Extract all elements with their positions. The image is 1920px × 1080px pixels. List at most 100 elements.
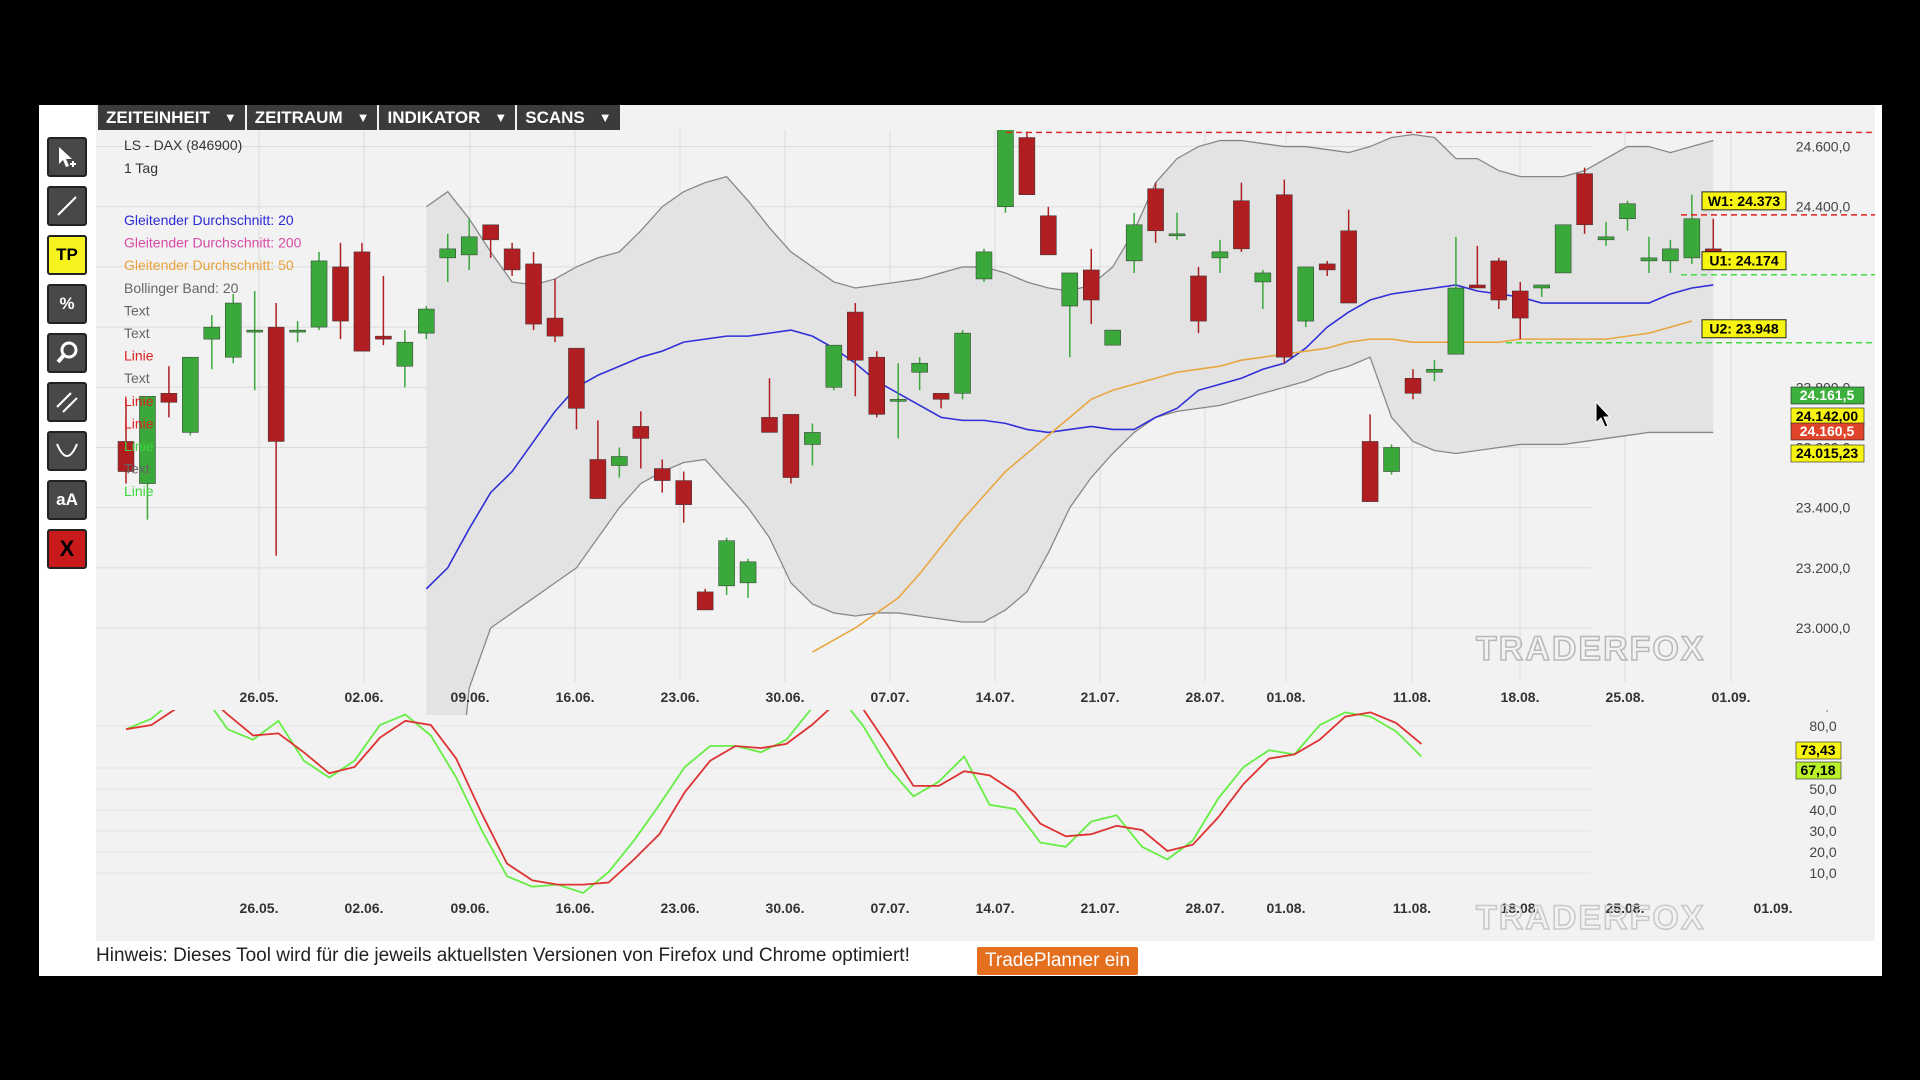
- price-tag-box: [1790, 422, 1865, 441]
- candle-body: [718, 540, 735, 587]
- candle-body: [160, 393, 178, 403]
- menu-zeitraum[interactable]: ZEITRAUM ▼: [246, 105, 378, 130]
- date-axis-label: 07.07.: [871, 689, 910, 705]
- browser-hint: Hinweis: Dieses Tool wird für die jeweil…: [96, 945, 910, 966]
- parallel-lines-tool-icon: [56, 392, 78, 413]
- price-tag-box: [1790, 444, 1865, 463]
- price-tag-text: 24.160,5: [1800, 423, 1855, 439]
- legend-item: Linie: [124, 348, 154, 364]
- candle-body: [1190, 275, 1207, 322]
- price-tag: 24.160,5: [1790, 422, 1865, 441]
- oscillator-chart[interactable]: 90,080,060,050,040,030,020,010,073,4367,…: [96, 710, 1875, 930]
- caret-down-icon: ▼: [598, 110, 612, 125]
- date-axis-label: 26.05.: [240, 689, 279, 705]
- osc-date-label: 09.06.: [451, 900, 490, 916]
- traderfox-watermark: TRADERFOX: [1476, 630, 1706, 668]
- candle-body: [654, 468, 671, 481]
- candle-body: [1683, 218, 1701, 259]
- candle-body: [503, 248, 521, 271]
- menu-bar: ZEITEINHEIT ▼ ZEITRAUM ▼ INDIKATOR ▼ SCANS ▼: [98, 105, 620, 130]
- osc-date-label: 02.06.: [345, 900, 384, 916]
- price-tag-text: 24.015,23: [1796, 445, 1858, 461]
- osc-tag-text: 73,43: [1800, 742, 1835, 758]
- candle-body: [1597, 236, 1615, 241]
- pivot-label-box: [1701, 191, 1787, 211]
- menu-scans[interactable]: SCANS ▼: [517, 105, 620, 130]
- osc-date-label: 07.07.: [871, 900, 910, 916]
- osc-tag: 73,43: [1795, 741, 1842, 760]
- candle-body: [310, 260, 328, 328]
- ma50-line: [812, 320, 1693, 653]
- date-axis-label: 28.07.: [1186, 689, 1225, 705]
- mouse-cursor-icon: [1595, 400, 1612, 428]
- pivot-label-box: [1701, 251, 1787, 271]
- menu-zeiteinheit[interactable]: ZEITEINHEIT ▼: [98, 105, 245, 130]
- candle-body: [997, 130, 1014, 207]
- candle-body: [117, 441, 135, 472]
- curve-tool-button[interactable]: [47, 431, 87, 471]
- candle-body: [825, 344, 843, 388]
- candle-body: [932, 393, 950, 400]
- text-tool-button[interactable]: aA: [47, 480, 87, 520]
- osc-tag: 67,18: [1795, 761, 1842, 780]
- price-tag: 24.161,5: [1790, 386, 1865, 405]
- legend-item: Bollinger Band: 20: [124, 280, 239, 296]
- date-axis-label: 16.06.: [556, 689, 595, 705]
- candle-body: [611, 456, 628, 466]
- trendline-tool-icon: [57, 196, 77, 216]
- osc-axis-label: 80,0: [1809, 718, 1836, 734]
- osc-date-label: 01.08.: [1267, 900, 1306, 916]
- cursor-tool-icon: [59, 147, 76, 167]
- osc-axis-label: 30,0: [1809, 823, 1836, 839]
- osc-axis-label: 10,0: [1809, 865, 1836, 881]
- chart-symbol: LS - DAX (846900): [124, 137, 242, 153]
- candle-body: [868, 356, 885, 415]
- date-axis-label: 01.09.: [1712, 689, 1751, 705]
- candle-body: [1233, 200, 1250, 250]
- date-axis-label: 25.08.: [1606, 689, 1645, 705]
- price-axis-label: 24.600,0: [1796, 139, 1851, 155]
- tp-tool-button[interactable]: TP: [47, 235, 87, 275]
- candle-body: [1340, 230, 1357, 304]
- caret-down-icon: ▼: [223, 110, 237, 125]
- price-tag-text: 24.142,00: [1796, 408, 1858, 424]
- parallel-lines-tool-button[interactable]: [47, 382, 87, 422]
- candle-body: [1404, 378, 1422, 394]
- legend-item: Linie: [124, 393, 154, 409]
- candle-body: [1125, 224, 1143, 262]
- candle-body: [267, 326, 285, 442]
- tradeplanner-button[interactable]: TradePlanner ein: [977, 947, 1139, 975]
- percent-tool-button[interactable]: %: [47, 284, 87, 324]
- menu-indikator[interactable]: INDIKATOR ▼: [379, 105, 516, 130]
- osc-date-label: 14.07.: [976, 900, 1015, 916]
- candle-body: [632, 426, 650, 439]
- delete-tool-button[interactable]: X: [47, 529, 87, 569]
- candle-body: [739, 561, 757, 584]
- cursor-tool-button[interactable]: [47, 137, 87, 177]
- osc-date-label: 01.09.: [1754, 900, 1793, 916]
- osc-date-label: 28.07.: [1186, 900, 1225, 916]
- candle-body: [1297, 266, 1314, 322]
- candle-body: [139, 396, 156, 484]
- pivot-label-text: U2: 23.948: [1709, 321, 1778, 337]
- candle-body: [246, 329, 263, 333]
- caret-down-icon: ▼: [494, 110, 508, 125]
- candle-body: [1104, 329, 1121, 346]
- trendline-tool-button[interactable]: [47, 186, 87, 226]
- legend-item: Text: [124, 370, 150, 386]
- osc-date-label: 26.05.: [240, 900, 279, 916]
- candle-body: [1147, 188, 1164, 232]
- candle-body: [589, 459, 607, 499]
- zoom-tool-button[interactable]: [47, 333, 87, 373]
- osc-axis-label: 90,0: [1809, 710, 1836, 713]
- tradeplanner-app: ZEITEINHEIT ▼ ZEITRAUM ▼ INDIKATOR ▼ SCANS ▼…: [39, 105, 1882, 976]
- candle-body: [418, 308, 435, 334]
- candle-body: [975, 251, 993, 280]
- date-axis-label: 14.07.: [976, 689, 1015, 705]
- curve-tool-icon: [56, 443, 78, 457]
- price-tag-box: [1790, 386, 1865, 405]
- candle-body: [353, 251, 371, 352]
- bollinger-lower-line: [465, 356, 1714, 715]
- date-axis-label: 23.06.: [661, 689, 700, 705]
